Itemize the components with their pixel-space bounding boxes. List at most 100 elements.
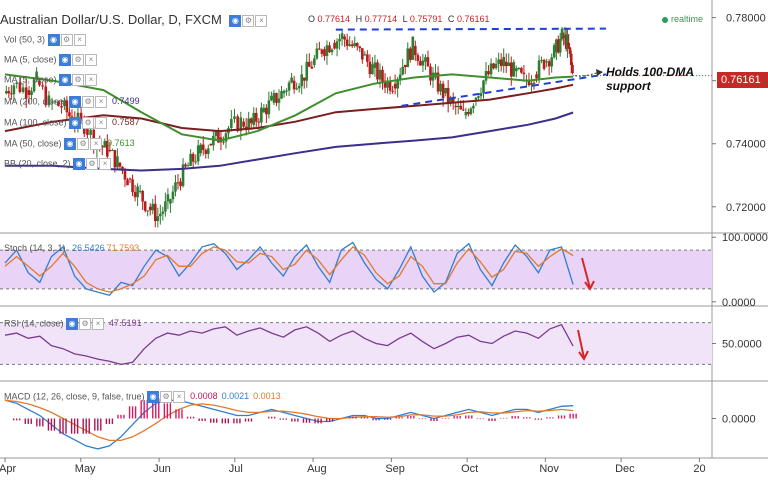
annotation-arrowhead-icon [596, 69, 603, 76]
close-icon[interactable]: × [95, 96, 108, 108]
visibility-icon[interactable]: ◉ [59, 74, 72, 86]
legend-ma-a[interactable]: MA (5, close) ◉ ⚙ × [4, 54, 98, 66]
ma100-value: 0.7587 [112, 117, 140, 128]
legend-macd[interactable]: MACD (12, 26, close, 9, false, true) ◉ ⚙ ×… [4, 391, 281, 403]
visibility-icon[interactable]: ◉ [66, 318, 79, 330]
candle-body [446, 87, 450, 104]
close-icon[interactable]: × [173, 391, 186, 403]
candle-body [532, 82, 536, 84]
candle-body [21, 87, 25, 92]
candle-body [504, 61, 508, 67]
ma50-value: 0.7613 [107, 138, 135, 149]
candle-body [472, 105, 475, 109]
candle-body [512, 62, 516, 77]
visibility-icon[interactable]: ◉ [47, 34, 60, 46]
down-arrowhead-icon [578, 350, 589, 361]
visibility-icon[interactable]: ◉ [59, 54, 72, 66]
candle-body [520, 68, 523, 73]
candle-body [340, 33, 344, 39]
visibility-icon[interactable]: ◉ [73, 158, 86, 170]
candle-body [214, 131, 218, 136]
candle-body [571, 64, 574, 74]
close-icon[interactable]: × [95, 117, 108, 129]
settings-icon[interactable]: ⚙ [86, 158, 99, 170]
vol-label: Vol (50, 3) [4, 34, 46, 45]
close-icon[interactable]: × [99, 158, 112, 170]
candle-body [18, 82, 22, 92]
candle-body [484, 71, 488, 81]
settings-icon[interactable]: ⚙ [77, 138, 90, 150]
settings-icon[interactable]: ⚙ [82, 117, 95, 129]
legend-stoch[interactable]: Stoch (14, 3, 1) 26.5426 71.7593 [4, 243, 139, 253]
candle-body [403, 64, 407, 68]
visibility-icon[interactable]: ◉ [69, 96, 82, 108]
candle-body [184, 164, 187, 167]
candle-body [290, 77, 293, 83]
candle-body [153, 203, 157, 222]
legend-ma-b[interactable]: MA (5, close) ◉ ⚙ × [4, 74, 98, 86]
candle-body [204, 150, 208, 154]
candle-body [242, 121, 245, 127]
candle-body [230, 119, 233, 128]
candle-body [350, 44, 354, 47]
settings-icon[interactable]: ⚙ [242, 14, 255, 27]
close-icon[interactable]: × [85, 54, 98, 66]
candle-body [106, 140, 109, 157]
legend-rsi[interactable]: RSI (14, close) ◉ ⚙ × 47.5191 [4, 318, 142, 330]
settings-icon[interactable]: ⚙ [72, 74, 85, 86]
settings-icon[interactable]: ⚙ [160, 391, 173, 403]
visibility-icon[interactable]: ◉ [64, 138, 77, 150]
candle-body [302, 77, 306, 81]
stoch-label: Stoch (14, 3, 1) [4, 243, 66, 253]
ma50-label: MA (50, close) [4, 138, 62, 149]
close-icon[interactable]: × [255, 14, 268, 27]
ohlc-open-label: O [308, 14, 316, 24]
candle-body [176, 182, 180, 184]
candle-body [189, 153, 192, 166]
time-tick-label: Oct [461, 463, 478, 475]
legend-ma200[interactable]: MA (200, close) ◉ ⚙ × 0.7499 [4, 96, 140, 108]
settings-icon[interactable]: ⚙ [72, 54, 85, 66]
legend-ma100[interactable]: MA (100, close) ◉ ⚙ × 0.7587 [4, 117, 140, 129]
down-arrow-icon [577, 329, 585, 359]
legend-ma50[interactable]: MA (50, close) ◉ ⚙ × 0.7613 [4, 138, 135, 150]
time-tick-label: Jun [153, 463, 171, 475]
legend-bb[interactable]: BB (20, close, 2) ◉ ⚙ × [4, 158, 112, 170]
close-icon[interactable]: × [85, 74, 98, 86]
candle-body [131, 179, 134, 193]
candle-body [535, 74, 538, 79]
candle-body [540, 59, 543, 61]
visibility-icon[interactable]: ◉ [69, 117, 82, 129]
close-icon[interactable]: × [92, 318, 105, 330]
candle-body [86, 124, 89, 135]
stoch-series-2 [4, 246, 574, 293]
candle-body [267, 100, 271, 115]
candle-body [550, 57, 553, 67]
settings-icon[interactable]: ⚙ [82, 96, 95, 108]
visibility-icon[interactable]: ◉ [229, 14, 242, 27]
candle-body [272, 93, 276, 103]
close-icon[interactable]: × [73, 34, 86, 46]
price-tick-label: 0.78000 [726, 13, 766, 25]
macd-label: MACD (12, 26, close, 9, false, true) [4, 391, 145, 402]
annotation-text: Holds 100-DMA support [606, 65, 694, 93]
visibility-icon[interactable]: ◉ [147, 391, 160, 403]
candle-body [300, 74, 304, 87]
candle-body [196, 145, 200, 162]
candle-body [148, 206, 152, 211]
candle-body [391, 90, 394, 92]
settings-icon[interactable]: ⚙ [60, 34, 73, 46]
close-icon[interactable]: × [90, 138, 103, 150]
candle-body [108, 150, 112, 152]
settings-icon[interactable]: ⚙ [79, 318, 92, 330]
ohlc-close-value: 0.76161 [456, 14, 490, 24]
candle-body [270, 95, 273, 101]
candle-body [477, 96, 480, 98]
candle-body [318, 48, 321, 50]
legend-vol[interactable]: Vol (50, 3) ◉ ⚙ × [4, 34, 87, 46]
candle-body [419, 61, 422, 66]
candle-body [414, 45, 417, 56]
candle-body [429, 66, 432, 81]
